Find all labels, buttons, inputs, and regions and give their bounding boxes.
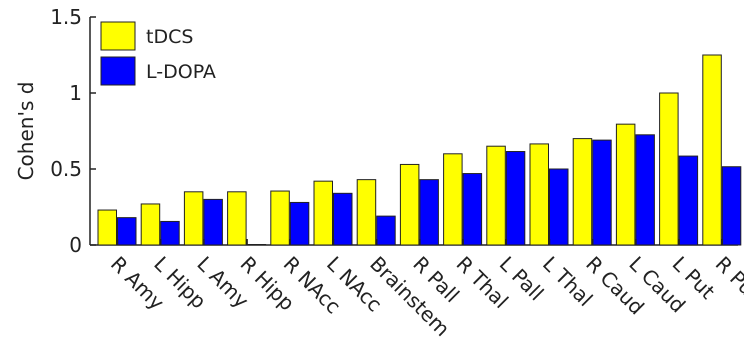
bar-tdcs (227, 191, 247, 246)
bar-tdcs (486, 145, 506, 246)
bar-tdcs (313, 180, 333, 246)
bar-ldopa (635, 134, 655, 246)
bar-ldopa (203, 198, 223, 246)
bar-tdcs (270, 190, 290, 246)
legend-label-tdcs: tDCS (146, 26, 193, 48)
y-tick-label: 1.5 (50, 5, 82, 29)
legend-swatch-tdcs (100, 21, 136, 51)
bar-tdcs (572, 138, 593, 246)
bar-ldopa (117, 217, 137, 246)
bar-tdcs (702, 54, 722, 246)
y-ticks: 0 0.5 1 1.5 (50, 5, 96, 257)
bar-ldopa (549, 168, 569, 246)
x-tick-label: R Put (711, 252, 744, 306)
y-tick-label: 0 (69, 233, 82, 257)
bar-ldopa (246, 244, 267, 246)
legend-swatch-ldopa (100, 56, 136, 86)
bar-ldopa (721, 166, 742, 246)
bar-ldopa (289, 201, 310, 246)
y-axis-label: Cohen's d (14, 82, 38, 181)
bar-tdcs (443, 153, 463, 246)
bar-ldopa (333, 192, 353, 246)
y-tick-label: 1 (69, 81, 82, 105)
bar-ldopa (419, 179, 439, 246)
bar-ldopa (462, 173, 483, 246)
bar-tdcs (615, 123, 636, 246)
y-tick-label: 0.5 (50, 157, 82, 181)
bar-tdcs (529, 143, 549, 246)
bar-ldopa (160, 220, 180, 246)
bar-tdcs (659, 92, 679, 246)
bar-tdcs (399, 163, 420, 246)
bar-tdcs (140, 203, 161, 246)
bar-tdcs (183, 191, 204, 246)
bar-tdcs (97, 209, 117, 246)
bars (97, 54, 742, 246)
bar-ldopa (505, 151, 526, 246)
bar-ldopa (678, 155, 699, 246)
bar-ldopa (376, 215, 396, 246)
legend: tDCS L-DOPA (100, 21, 216, 86)
bar-ldopa (592, 139, 612, 246)
legend-label-ldopa: L-DOPA (146, 61, 216, 83)
bar-tdcs (356, 179, 377, 246)
